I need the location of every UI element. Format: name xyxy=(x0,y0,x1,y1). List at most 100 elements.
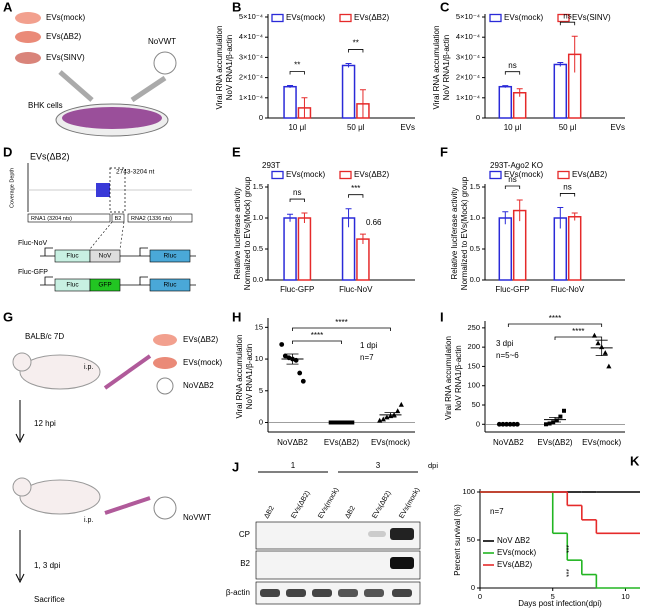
route-label: i.p. xyxy=(84,364,93,371)
y-tick-label: 1×10⁻⁴ xyxy=(239,93,263,102)
coverage-peak xyxy=(96,183,110,197)
segment xyxy=(111,213,125,223)
y-tick-label: 3×10⁻⁴ xyxy=(239,52,263,61)
sample-label: EVs(mock) xyxy=(46,13,85,22)
y-tick-label: 50 xyxy=(467,535,475,544)
y-tick-label: 0.0 xyxy=(253,275,263,284)
error-bar xyxy=(502,211,509,225)
y-tick-label: 0 xyxy=(476,113,480,122)
y-tick-label: 1×10⁻⁴ xyxy=(456,93,480,102)
x-tick-label: Fluc-GFP xyxy=(495,285,529,294)
error-bar xyxy=(287,213,294,222)
cell-label: BHK cells xyxy=(28,101,63,110)
panel-letter: J xyxy=(232,459,239,474)
y-axis-label: NoV RNA1/β-actin xyxy=(454,345,463,411)
legend-swatch xyxy=(557,13,570,23)
panel-letter: G xyxy=(3,309,13,324)
legend-swatch xyxy=(489,13,502,23)
significance: *** xyxy=(562,545,569,553)
sig-bracket xyxy=(289,198,305,203)
point xyxy=(606,363,612,369)
mouse-label: BALB/c 7D xyxy=(25,332,64,341)
y-axis-label: Viral RNA accumulation xyxy=(432,26,441,110)
y-tick-label: 2×10⁻⁴ xyxy=(456,73,480,82)
y-tick-label: 0 xyxy=(259,417,263,426)
row-label: B2 xyxy=(240,559,250,568)
panel-d-art xyxy=(27,163,193,250)
error-bar xyxy=(287,84,294,88)
y-tick-label: 1.0 xyxy=(470,213,480,222)
y-tick-label: 5 xyxy=(259,386,263,395)
segment xyxy=(127,213,193,223)
error-bar xyxy=(345,208,352,228)
error-bar xyxy=(516,199,523,222)
part-label: GFP xyxy=(98,282,111,289)
arrow-head xyxy=(15,433,25,444)
interval-label: 12 hpi xyxy=(34,419,56,428)
y-axis-label: Viral RNA accumulation xyxy=(215,26,224,110)
point xyxy=(554,418,559,423)
ev-cluster xyxy=(153,334,177,346)
panel-letter: H xyxy=(232,309,241,324)
panel-letter: A xyxy=(3,0,13,14)
significance: ns xyxy=(293,188,301,197)
x-tick-label: EVs(mock) xyxy=(371,438,410,447)
sample-label: EVs(ΔB2) xyxy=(30,151,70,161)
panel-letter: B xyxy=(232,0,241,14)
y-tick-label: 100 xyxy=(462,487,475,496)
guide xyxy=(89,221,113,250)
sem-whisker xyxy=(286,353,299,365)
note: 1 dpi xyxy=(360,341,378,350)
part-label: NoV xyxy=(99,253,112,260)
bar xyxy=(341,64,356,119)
point xyxy=(300,378,306,384)
construct-part xyxy=(89,249,121,263)
segment-label: RNA1 (3204 nts) xyxy=(31,216,72,222)
error-bar xyxy=(359,233,366,245)
point xyxy=(558,414,563,419)
sem-whisker xyxy=(549,416,561,423)
syringe xyxy=(103,354,152,390)
x-tick-label: Fluc-NoV xyxy=(551,285,585,294)
bar xyxy=(283,217,297,281)
significance: ns xyxy=(508,61,516,70)
virus-icon xyxy=(153,51,177,75)
x-tick-label: NoVΔB2 xyxy=(493,438,524,447)
construct-label: Fluc-GFP xyxy=(18,269,48,276)
band xyxy=(390,528,414,540)
x-tick-label: 10 μl xyxy=(504,123,522,132)
y-tick-label: 3×10⁻⁴ xyxy=(456,52,480,61)
row-label: β-actin xyxy=(226,588,250,597)
legend-label: EVs(ΔB2) xyxy=(354,170,389,179)
y-tick-label: 0 xyxy=(476,419,480,428)
panel-g-art xyxy=(12,334,177,584)
x-tick-label: EVs(ΔB2) xyxy=(537,438,572,447)
legend-label: EVs(mock) xyxy=(286,13,325,22)
part-label: Fluc xyxy=(66,253,79,260)
y-tick-label: 0.5 xyxy=(470,244,480,253)
error-bar xyxy=(345,62,352,68)
panel-letter: E xyxy=(232,144,241,159)
promoter xyxy=(44,247,53,256)
significance: *** xyxy=(351,184,360,193)
significance: **** xyxy=(572,327,584,336)
point xyxy=(544,422,548,427)
timepoint-label: 3 xyxy=(376,461,381,470)
band xyxy=(260,589,280,597)
point xyxy=(591,332,598,338)
y-tick-label: 0 xyxy=(471,583,475,592)
x-axis-label: EVs xyxy=(610,123,625,132)
point xyxy=(395,408,401,414)
segment xyxy=(27,213,111,223)
bar xyxy=(498,217,513,281)
y-tick-label: 100 xyxy=(467,381,480,390)
y-tick-label: 0 xyxy=(259,113,263,122)
sig-bracket xyxy=(504,185,521,190)
y-axis-label: Relative luciferase activity xyxy=(450,187,459,279)
point xyxy=(547,421,552,426)
point xyxy=(595,340,601,346)
error-bar xyxy=(571,212,578,221)
bar xyxy=(553,63,568,119)
unit-label: dpi xyxy=(428,461,438,470)
y-tick-label: 1.5 xyxy=(470,182,480,191)
